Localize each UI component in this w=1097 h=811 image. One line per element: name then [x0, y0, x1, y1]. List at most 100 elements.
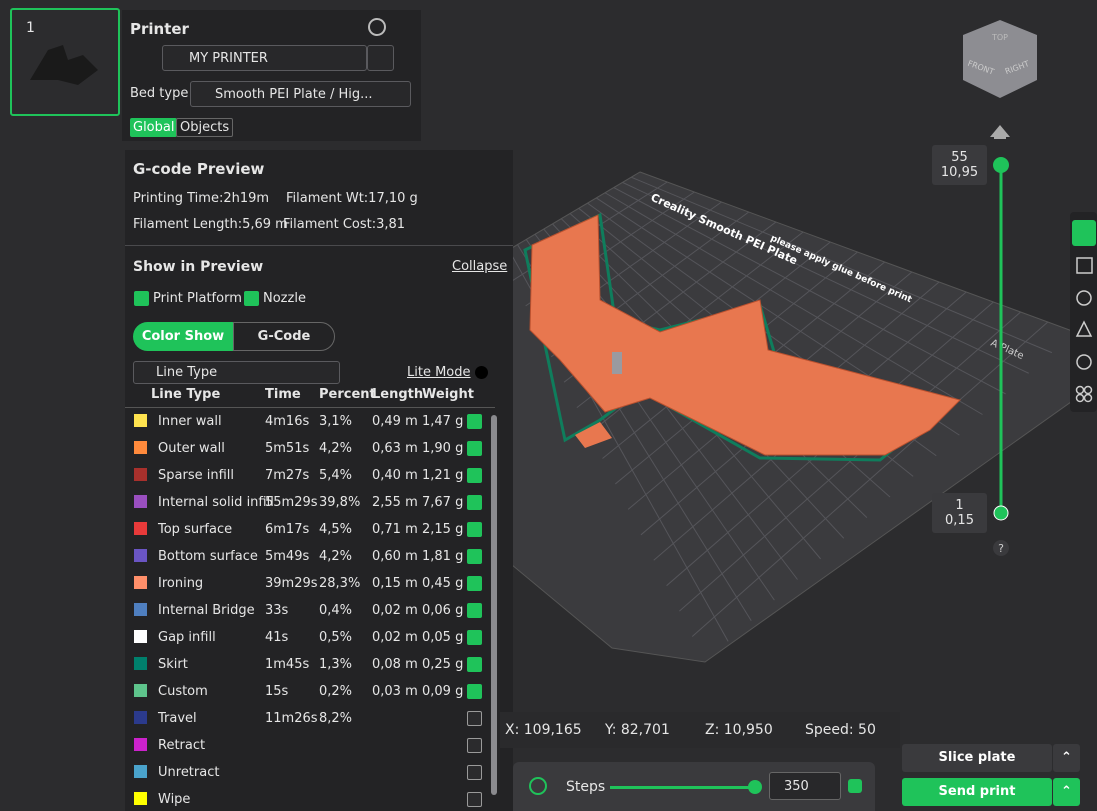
cell-weight: 1,47 g	[422, 414, 464, 429]
row-checkbox[interactable]	[467, 414, 482, 429]
coord-y: Y: 82,701	[605, 722, 670, 738]
view-select[interactable]: Line Type	[133, 361, 340, 384]
cell-weight: 7,67 g	[422, 495, 464, 510]
cell-percent: 0,2%	[319, 684, 353, 699]
cell-length: 0,02 m	[372, 630, 418, 645]
row-checkbox[interactable]	[467, 738, 482, 753]
play-button[interactable]	[529, 777, 547, 795]
cell-percent: 4,2%	[319, 441, 353, 456]
row-checkbox[interactable]	[467, 549, 482, 564]
cell-name: Sparse infill	[158, 468, 234, 483]
collapse-link[interactable]: Collapse	[452, 259, 508, 274]
steps-label: Steps	[566, 779, 606, 795]
stat: Filament Wt:17,10 g	[286, 191, 418, 206]
help-button[interactable]	[993, 540, 1009, 556]
cell-name: Custom	[158, 684, 208, 699]
coord-z: Z: 10,950	[705, 722, 773, 738]
row-checkbox[interactable]	[467, 765, 482, 780]
check-label: Nozzle	[263, 291, 306, 306]
model	[529, 214, 961, 456]
printer-panel: Printer MY PRINTER Bed type Smooth PEI P…	[122, 10, 421, 141]
row-checkbox[interactable]	[467, 657, 482, 672]
layer-bottom-label: 1 0,15	[932, 493, 987, 533]
cell-percent: 0,4%	[319, 603, 353, 618]
layer-top-handle[interactable]	[993, 157, 1009, 173]
cell-name: Travel	[158, 711, 197, 726]
thumb-model	[30, 45, 98, 85]
steps-input[interactable]: 350	[769, 772, 841, 800]
row-checkbox[interactable]	[467, 522, 482, 537]
help-text: ?	[998, 542, 1004, 555]
plate-number: 1	[26, 20, 35, 36]
layers-icon[interactable]	[848, 779, 862, 793]
cell-length: 0,03 m	[372, 684, 418, 699]
edit-printer[interactable]	[367, 45, 394, 71]
steps-track	[610, 786, 755, 789]
view-select-value: Line Type	[156, 365, 218, 380]
row-checkbox[interactable]	[467, 603, 482, 618]
cell-name: Ironing	[158, 576, 204, 591]
cell-length: 0,63 m	[372, 441, 418, 456]
bed-type: Smooth PEI Plate / Hig...	[215, 87, 373, 102]
layer-bottom-handle[interactable]	[993, 505, 1009, 521]
cell-percent: 8,2%	[319, 711, 353, 726]
tab-objects[interactable]: Objects	[176, 118, 234, 137]
settings-icon[interactable]	[368, 18, 386, 36]
check-label: Print Platform	[153, 291, 242, 306]
slice-menu[interactable]: ⌃	[1053, 744, 1080, 772]
gcode-title: G-code Preview	[133, 160, 265, 178]
row-checkbox[interactable]	[467, 630, 482, 645]
printer-title: Printer	[130, 20, 189, 38]
tab-global[interactable]: Global	[130, 118, 178, 137]
printer-select[interactable]: MY PRINTER	[162, 45, 367, 71]
cell-length: 0,60 m	[372, 549, 418, 564]
row-checkbox[interactable]	[467, 495, 482, 510]
cell-time: 11m26s	[265, 711, 318, 726]
gcode-panel: G-code Preview Printing Time:2h19m Filam…	[125, 150, 513, 811]
coord-x: X: 109,165	[505, 722, 582, 738]
steps-handle[interactable]	[748, 780, 762, 794]
send-menu[interactable]: ⌃	[1053, 778, 1080, 806]
row-checkbox[interactable]	[467, 441, 482, 456]
mode-color-show[interactable]: Color Show	[133, 322, 233, 351]
row-checkbox[interactable]	[467, 792, 482, 807]
cell-name: Top surface	[158, 522, 233, 537]
row-checkbox[interactable]	[467, 711, 482, 726]
send-button[interactable]: Send print	[902, 778, 1052, 806]
check-platform[interactable]	[134, 291, 149, 306]
row-checkbox[interactable]	[467, 468, 482, 483]
printer-name: MY PRINTER	[189, 51, 268, 66]
cell-name: Unretract	[158, 765, 220, 780]
swatch	[134, 603, 147, 616]
divider	[125, 245, 513, 246]
cell-time: 39m29s	[265, 576, 318, 591]
lite-mode-toggle[interactable]	[475, 366, 488, 379]
check-nozzle[interactable]	[244, 291, 259, 306]
cell-time: 55m29s	[265, 495, 318, 510]
row-checkbox[interactable]	[467, 576, 482, 591]
line-type-table: Line Type Time Percent Length Weight Inner wa…	[125, 387, 513, 811]
speed: Speed: 50	[805, 722, 876, 738]
tool-icons[interactable]	[1075, 257, 1093, 403]
home-icon[interactable]	[990, 125, 1010, 139]
bed-type-select[interactable]: Smooth PEI Plate / Hig...	[190, 81, 411, 107]
swatch	[134, 738, 147, 751]
slice-button[interactable]: Slice plate	[902, 744, 1052, 772]
mode-gcode[interactable]: G-Code	[233, 322, 335, 351]
scrollbar[interactable]	[491, 415, 497, 795]
swatch	[134, 765, 147, 778]
cell-time: 5m51s	[265, 441, 310, 456]
tool-active[interactable]	[1072, 220, 1096, 246]
row-checkbox[interactable]	[467, 684, 482, 699]
lite-mode-label[interactable]: Lite Mode	[407, 365, 471, 380]
model-part	[575, 422, 612, 448]
view-cube[interactable]	[963, 20, 1037, 98]
swatch	[134, 630, 147, 643]
swatch	[134, 495, 147, 508]
plate-thumbnail[interactable]: 1	[10, 8, 120, 116]
swatch	[134, 414, 147, 427]
cell-percent: 1,3%	[319, 657, 353, 672]
cell-time: 41s	[265, 630, 289, 645]
cell-length: 0,71 m	[372, 522, 418, 537]
cell-percent: 39,8%	[319, 495, 361, 510]
